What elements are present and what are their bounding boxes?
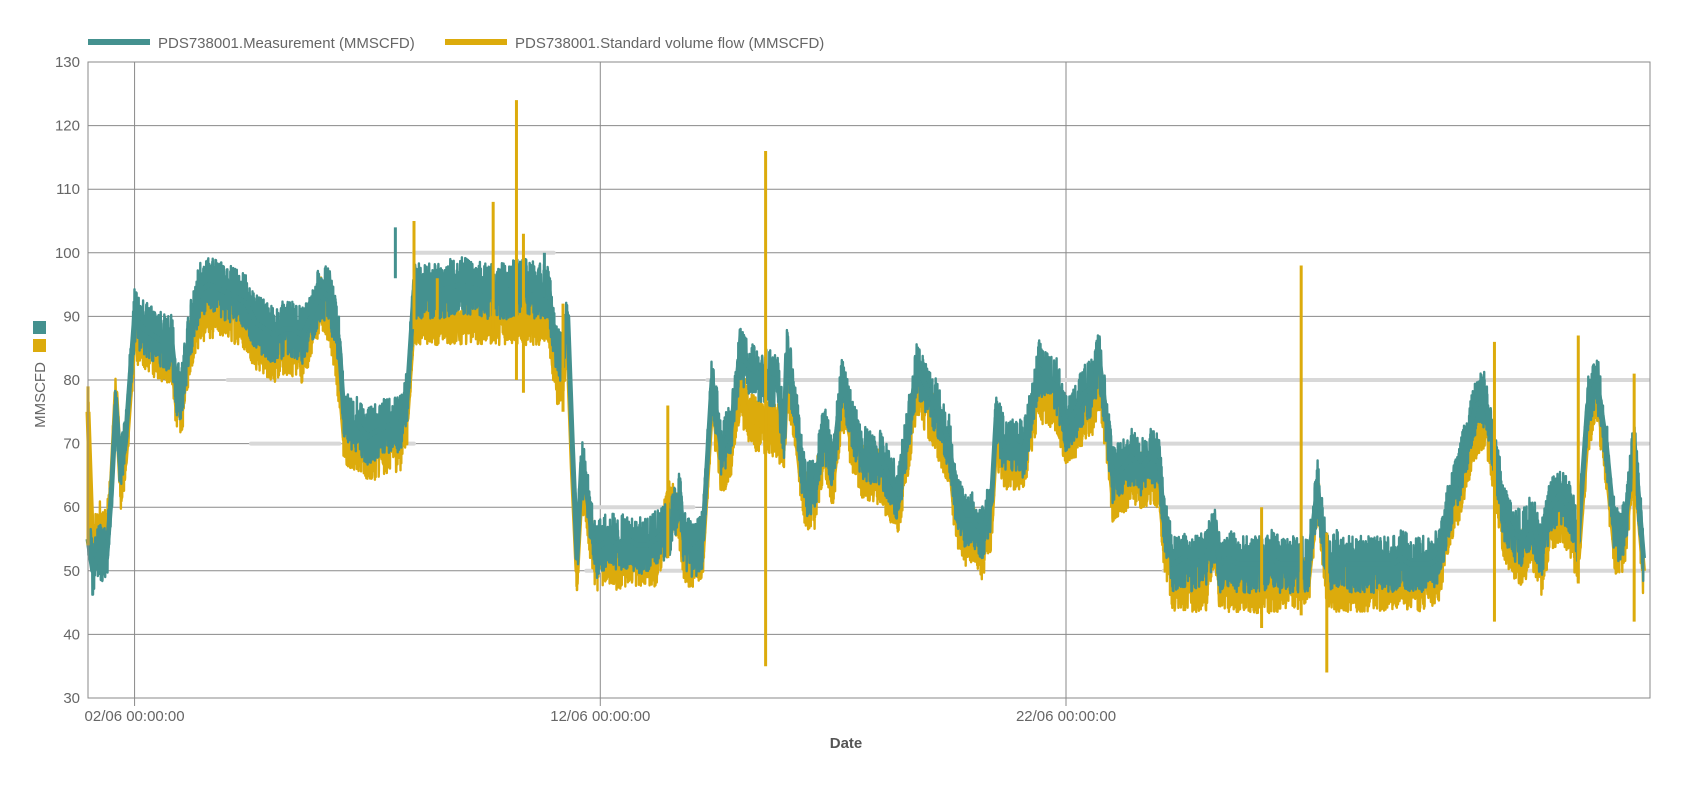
x-tick-label: 22/06 00:00:00 — [1016, 708, 1116, 725]
legend-item-measurement[interactable]: PDS738001.Measurement (MMSCFD) — [88, 35, 415, 52]
tick-labels: 30 40 50 60 70 80 90 100 110 120 130 02/06 00:00:00… — [55, 54, 1116, 725]
y-tick-label: 100 — [55, 245, 80, 262]
series-line — [86, 256, 1645, 596]
y-tick-label: 40 — [63, 626, 80, 643]
y-tick-label: 80 — [63, 372, 80, 389]
legend-label-standard-volume-flow: PDS738001.Standard volume flow (MMSCFD) — [515, 35, 824, 52]
y-axis-title: MMSCFD — [32, 362, 49, 428]
series-trend — [85, 282, 1646, 574]
y-tick-label: 110 — [56, 181, 80, 198]
x-tick-label: 12/06 00:00:00 — [550, 708, 650, 725]
y-tick-label: 70 — [63, 436, 80, 453]
plot-area-border — [87, 61, 1651, 699]
x-axis-title: Date — [830, 735, 863, 752]
legend-label-measurement: PDS738001.Measurement (MMSCFD) — [158, 35, 415, 52]
legend-item-standard-volume-flow[interactable]: PDS738001.Standard volume flow (MMSCFD) — [445, 35, 824, 52]
y-tick-label: 90 — [63, 308, 80, 325]
y-tick-label: 60 — [63, 499, 80, 516]
y-axis-series-marker-standard-volume-flow — [33, 339, 46, 352]
y-axis-series-marker-measurement — [33, 321, 46, 334]
grid — [88, 61, 1650, 706]
y-tick-label: 30 — [63, 690, 80, 707]
y-axis-title-group: MMSCFD — [32, 321, 49, 428]
series-measurement — [85, 256, 1646, 596]
y-tick-label: 50 — [63, 563, 80, 580]
series-layer — [85, 100, 1646, 673]
y-tick-label: 120 — [55, 118, 80, 135]
legend: PDS738001.Measurement (MMSCFD) PDS738001… — [88, 35, 824, 52]
y-tick-label: 130 — [55, 54, 80, 71]
x-tick-label: 02/06 00:00:00 — [85, 708, 185, 725]
